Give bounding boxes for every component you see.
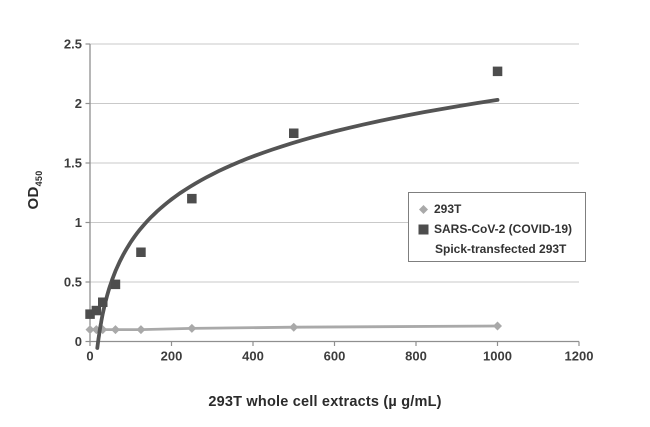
x-tick-label: 1000 — [483, 349, 512, 364]
series-293t-marker — [187, 323, 197, 333]
y-tick-label: 2.5 — [64, 37, 82, 52]
legend-label: Spick-transfected 293T — [435, 242, 567, 256]
legend: 293T SARS-CoV-2 (COVID-19) Spick-transfe… — [408, 192, 586, 262]
series-293t-marker — [136, 325, 146, 335]
series-293t-marker — [493, 321, 502, 331]
series-sars-marker — [85, 309, 95, 319]
legend-label: SARS-CoV-2 (COVID-19) — [434, 222, 573, 236]
y-axis-title-text: OD — [25, 186, 42, 210]
series-sars-marker — [98, 297, 108, 307]
series-sars-marker — [289, 128, 299, 138]
legend-entry-sars-cov-2: SARS-CoV-2 (COVID-19) — [418, 219, 581, 239]
y-axis-title: OD450 — [25, 150, 47, 230]
y-axis-title-subscript: 450 — [34, 170, 44, 187]
series-293t-marker — [85, 325, 95, 335]
x-tick-label: 600 — [324, 349, 346, 364]
series-sars-marker — [91, 305, 102, 316]
legend-entry-sars-cov-2-line2: Spick-transfected 293T — [435, 239, 581, 259]
x-tick-label: 1200 — [565, 349, 594, 364]
series-sars-marker — [110, 279, 121, 290]
series-sars-marker — [492, 66, 503, 77]
series-293t-marker — [289, 322, 299, 332]
x-tick-label: 200 — [161, 349, 183, 364]
y-tick-label: 1 — [75, 215, 82, 230]
x-tick-label: 400 — [242, 349, 264, 364]
legend-entry-293t: 293T — [418, 199, 581, 219]
series-sars-marker — [136, 247, 146, 257]
x-tick-label: 800 — [405, 349, 427, 364]
legend-label: 293T — [434, 202, 462, 216]
series-sars-marker — [187, 193, 197, 204]
y-tick-label: 0 — [75, 334, 82, 349]
legend-diamond-icon — [419, 204, 428, 214]
x-axis-title: 293T whole cell extracts (µ g/mL) — [208, 394, 442, 410]
series-293t-marker — [110, 325, 120, 335]
y-tick-label: 1.5 — [64, 156, 82, 171]
y-tick-label: 0.5 — [64, 275, 82, 290]
legend-square-icon — [418, 224, 429, 234]
x-tick-label: 0 — [86, 349, 93, 364]
y-tick-label: 2 — [75, 96, 82, 111]
